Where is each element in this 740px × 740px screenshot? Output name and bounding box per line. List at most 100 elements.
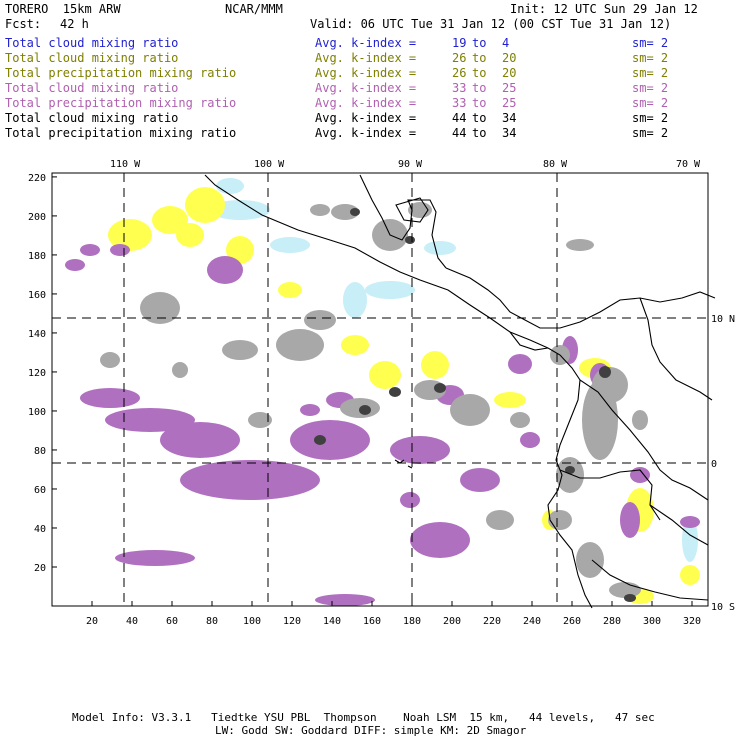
init-time: Init: 12 UTC Sun 29 Jan 12 xyxy=(510,2,698,16)
lat-label-10s: 10 S xyxy=(711,602,735,613)
legend-index-5: Avg. k-index = xyxy=(315,111,417,125)
gray-shading-blob xyxy=(248,412,272,428)
x-tick-label: 180 xyxy=(403,616,421,627)
legend-sm-2: sm= 2 xyxy=(632,66,669,80)
legend-to-6: 34 xyxy=(502,126,517,140)
legend-sm-0: sm= 2 xyxy=(632,36,669,50)
yucatan-outline xyxy=(395,197,429,223)
legend-to-label-6: to xyxy=(472,126,487,140)
yellow-shading-blob xyxy=(226,236,254,264)
venezuela-border xyxy=(639,297,713,401)
lon-label-110w: 110 W xyxy=(110,159,141,170)
magenta-shading-blob xyxy=(460,468,500,492)
x-tick-label: 140 xyxy=(323,616,341,627)
physics-info: LW: Godd SW: Goddard DIFF: simple KM: 2D… xyxy=(215,724,527,737)
magenta-shading-blob xyxy=(80,244,100,256)
legend-field-4: Total precipitation mixing ratio xyxy=(5,96,237,110)
legend-field-1: Total cloud mixing ratio xyxy=(5,51,179,65)
y-tick-label: 100 xyxy=(28,407,46,418)
legend-index-6: Avg. k-index = xyxy=(315,126,417,140)
x-tick-label: 100 xyxy=(243,616,261,627)
yellow-shading-blob xyxy=(421,351,449,379)
yellow-shading-blob xyxy=(494,392,526,408)
gray-shading-blob xyxy=(566,239,594,251)
forecast-label: Fcst: xyxy=(5,17,42,31)
gray-shading-blob xyxy=(304,310,336,330)
legend-to-label-5: to xyxy=(472,111,487,125)
yellow-shading-blob xyxy=(185,187,225,223)
yellow-shading-blob xyxy=(369,361,401,389)
legend-index-2: Avg. k-index = xyxy=(315,66,417,80)
legend-sm-5: sm= 2 xyxy=(632,111,669,125)
legend-field-3: Total cloud mixing ratio xyxy=(5,81,179,95)
magenta-shading-blob xyxy=(400,492,420,508)
model-info: Model Info: V3.3.1 Tiedtke YSU PBL Thomp… xyxy=(72,711,655,724)
gray-shading-blob xyxy=(408,202,432,218)
magenta-shading-blob xyxy=(105,408,195,432)
x-tick-label: 280 xyxy=(603,616,621,627)
cyan-shading-blob xyxy=(365,281,415,299)
y-tick-label: 220 xyxy=(28,173,46,184)
gray-shading-blob xyxy=(609,582,641,598)
x-tick-label: 260 xyxy=(563,616,581,627)
legend-to-label-0: to xyxy=(472,36,487,50)
magenta-shading-blob xyxy=(207,256,243,284)
lon-label-80w: 80 W xyxy=(543,159,568,170)
y-tick-label: 160 xyxy=(28,290,46,301)
y-tick-label: 180 xyxy=(28,251,46,262)
gray-shading-blob xyxy=(331,204,359,220)
cyan-shading-blob xyxy=(682,518,698,562)
gray-shading-blob xyxy=(100,352,120,368)
legend-to-label-4: to xyxy=(472,96,487,110)
legend-sm-6: sm= 2 xyxy=(632,126,669,140)
magenta-shading-blob xyxy=(115,550,195,566)
cyan-shading-blob xyxy=(343,282,367,318)
panama-isthmus xyxy=(509,331,549,351)
peru-brazil-border xyxy=(649,504,709,546)
x-tick-label: 220 xyxy=(483,616,501,627)
dark-shading-blob xyxy=(359,405,371,415)
ecuador-peru-border xyxy=(559,469,661,521)
lat-label-10n: 10 N xyxy=(711,314,735,325)
dark-shading-blob xyxy=(434,383,446,393)
magenta-shading-blob xyxy=(508,354,532,374)
legend-from-5: 44 xyxy=(452,111,467,125)
dark-shading-blob xyxy=(314,435,326,445)
magenta-shading-blob xyxy=(65,259,85,271)
legend-field-0: Total cloud mixing ratio xyxy=(5,36,179,50)
legend-to-label-1: to xyxy=(472,51,487,65)
map-frame xyxy=(51,172,709,607)
tick-marks xyxy=(52,176,693,606)
yellow-shading-blob xyxy=(176,223,204,247)
lon-label-90w: 90 W xyxy=(398,159,423,170)
yellow-shading-blob xyxy=(278,282,302,298)
gray-shading-blob xyxy=(276,329,324,361)
y-tick-labels: 20 40 60 80 100 120 140 160 180 200 220 xyxy=(28,173,46,574)
magenta-shading-blob xyxy=(180,460,320,500)
x-tick-label: 80 xyxy=(206,616,218,627)
x-tick-label: 160 xyxy=(363,616,381,627)
lat-label-0: 0 xyxy=(711,459,717,470)
cyan-shading-blob xyxy=(270,237,310,253)
magenta-shading-blob xyxy=(160,422,240,458)
x-tick-label: 300 xyxy=(643,616,661,627)
yellow-shading-blob xyxy=(108,219,152,251)
y-tick-label: 140 xyxy=(28,329,46,340)
legend-index-0: Avg. k-index = xyxy=(315,36,417,50)
legend-from-1: 26 xyxy=(452,51,467,65)
x-tick-label: 120 xyxy=(283,616,301,627)
gray-shading-blob xyxy=(222,340,258,360)
southern-border xyxy=(591,559,709,601)
legend-from-0: 19 xyxy=(452,36,467,50)
yellow-shading-blob xyxy=(680,565,700,585)
magenta-shading-blob xyxy=(315,594,375,606)
legend-index-3: Avg. k-index = xyxy=(315,81,417,95)
cyan-shading-blob xyxy=(216,178,244,194)
legend-to-label-2: to xyxy=(472,66,487,80)
magenta-shading-blob xyxy=(300,404,320,416)
legend-field-2: Total precipitation mixing ratio xyxy=(5,66,237,80)
gray-shading-blob xyxy=(632,410,648,430)
gray-shading-blob xyxy=(576,542,604,578)
model-title: TORERO 15km ARW xyxy=(5,2,121,16)
